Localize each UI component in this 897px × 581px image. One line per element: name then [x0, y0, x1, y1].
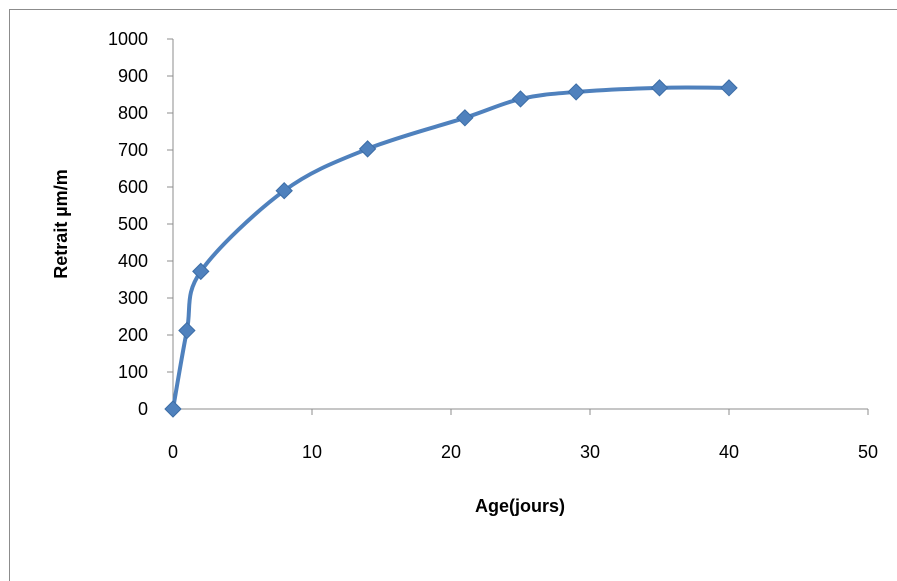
y-tick-label: 800 [118, 103, 148, 123]
y-tick-label: 500 [118, 214, 148, 234]
x-axis-title: Age(jours) [475, 496, 565, 516]
data-point-marker [164, 400, 182, 418]
data-point-marker [275, 181, 293, 200]
y-tick-label: 0 [138, 399, 148, 419]
data-point-marker [650, 79, 669, 97]
series-layer [164, 79, 738, 418]
x-tick-label: 30 [580, 442, 600, 462]
x-tick-label: 20 [441, 442, 461, 462]
x-tick-label: 50 [858, 442, 878, 462]
y-tick-label: 200 [118, 325, 148, 345]
y-tick-label: 700 [118, 140, 148, 160]
y-tick-label: 600 [118, 177, 148, 197]
x-tick-label: 40 [719, 442, 739, 462]
y-tick-label: 100 [118, 362, 148, 382]
data-point-marker [358, 140, 377, 158]
axes: 0 100 200 300 400 500 600 700 800 900 1000 0 10 20 30 4… [108, 29, 878, 462]
series-line [171, 85, 731, 411]
y-tick-label: 400 [118, 251, 148, 271]
y-axis-title: Retrait µm/m [51, 169, 71, 278]
y-tick-label: 1000 [108, 29, 148, 49]
data-point-marker [456, 109, 474, 127]
data-point-marker [720, 79, 738, 97]
x-tick-label: 0 [168, 442, 178, 462]
data-point-marker [567, 83, 585, 101]
y-tick-label: 300 [118, 288, 148, 308]
data-point-marker [192, 262, 210, 281]
data-point-marker [178, 321, 196, 340]
data-point-marker [511, 90, 530, 108]
y-tick-label: 900 [118, 66, 148, 86]
x-tick-label: 10 [302, 442, 322, 462]
